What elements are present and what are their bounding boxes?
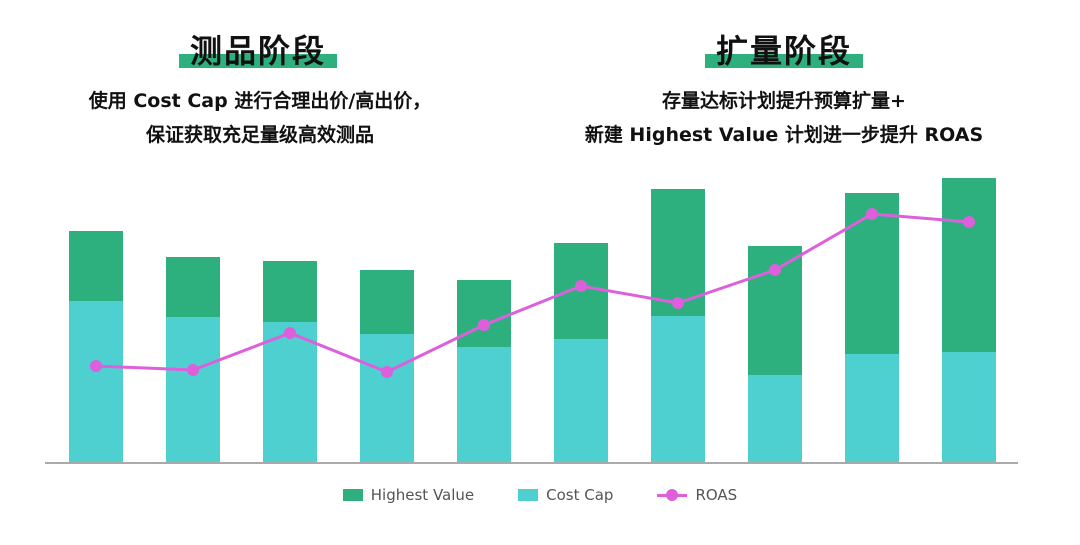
roas-point [187,364,199,376]
bar-cost-cap [651,316,705,463]
bar-highest-value [69,231,123,301]
roas-point [284,327,296,339]
bar-cost-cap [942,352,996,463]
description-line: 新建 Highest Value 计划进一步提升 ROAS [584,124,984,146]
bar-cost-cap [166,317,220,463]
bar-cost-cap [845,354,899,463]
legend-swatch-highest-value [342,489,363,501]
roas-point [478,319,490,331]
legend-label: Highest Value [370,486,475,504]
title-underline [179,54,337,68]
roas-point [769,264,781,276]
legend-item-roas: ROAS [657,486,737,504]
legend-item-cost-cap: Cost Cap [518,486,613,504]
bar-cost-cap [263,322,317,463]
bar-cost-cap [69,301,123,463]
bar-highest-value [457,280,511,347]
phase-title-text: 测品阶段 [189,32,326,70]
legend-label: Cost Cap [546,486,614,504]
bar-highest-value [942,178,996,352]
description-line: 存量达标计划提升预算扩量+ [662,90,906,112]
roas-point [963,216,975,228]
bar-highest-value [166,257,220,317]
roas-point [866,208,878,220]
roas-point [672,297,684,309]
roas-point [575,280,587,292]
phase-description-left: 使用 Cost Cap 进行合理出价/高出价， 保证获取充足量级高效测品 [0,84,520,152]
chart-legend: Highest Value Cost Cap ROAS [0,486,1080,504]
bar-highest-value [263,261,317,322]
legend-label: ROAS [695,486,738,504]
phase-title-left: 测品阶段 [108,26,408,72]
bar-highest-value [651,189,705,316]
phase-title-text: 扩量阶段 [715,32,852,70]
phase-title-right: 扩量阶段 [634,26,934,72]
bar-highest-value [360,270,414,334]
legend-item-highest-value: Highest Value [342,486,475,504]
phase-description-right: 存量达标计划提升预算扩量+ 新建 Highest Value 计划进一步提升 R… [524,84,1044,152]
bar-cost-cap [457,347,511,463]
bar-cost-cap [360,334,414,463]
roas-line [95,212,970,374]
title-underline [705,54,863,68]
bar-cost-cap [748,375,802,463]
legend-swatch-roas [657,489,688,501]
bar-cost-cap [554,339,608,463]
legend-swatch-cost-cap [518,489,539,501]
roas-point [381,366,393,378]
description-line: 保证获取充足量级高效测品 [145,124,374,146]
roas-point [90,360,102,372]
description-line: 使用 Cost Cap 进行合理出价/高出价， [88,90,432,112]
